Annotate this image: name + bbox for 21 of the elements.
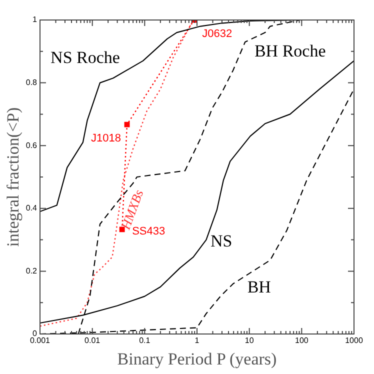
series-label: BH Roche	[254, 41, 326, 60]
x-tick-label: 1	[194, 336, 200, 346]
series-label: NS	[210, 232, 232, 251]
y-tick-label: 0	[32, 329, 38, 338]
x-tick-label: 100	[294, 336, 309, 346]
x-tick-label: 1000	[345, 336, 364, 346]
x-tick-label: 10	[244, 336, 254, 346]
annotation: J0632	[202, 28, 232, 40]
y-tick-label: 0.4	[26, 204, 38, 213]
y-tick-label: 0.6	[26, 140, 38, 150]
series-label: NS Roche	[50, 48, 120, 67]
y-tick-label: 1	[32, 15, 38, 24]
x-tick-label: 0.1	[139, 336, 151, 346]
series-label: BH	[247, 278, 271, 297]
annotation: J1018	[91, 132, 122, 145]
x-tick-label: 0.01	[84, 336, 101, 346]
x-axis-title: Binary Period P (years)	[117, 349, 277, 368]
x-tick-label: 0.001	[30, 336, 51, 346]
y-axis-title: integral fraction(<P)	[4, 107, 23, 247]
y-tick-label: 0.2	[26, 266, 38, 276]
y-tick-label: 0.8	[26, 78, 38, 88]
